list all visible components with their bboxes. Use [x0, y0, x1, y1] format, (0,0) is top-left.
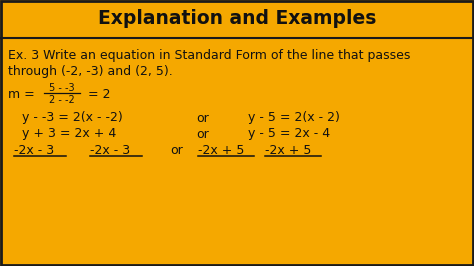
Text: or: or: [196, 127, 209, 140]
Text: through (-2, -3) and (2, 5).: through (-2, -3) and (2, 5).: [8, 65, 173, 78]
Text: y - 5 = 2(x - 2): y - 5 = 2(x - 2): [248, 111, 340, 124]
Text: -2x + 5: -2x + 5: [198, 143, 245, 156]
Text: 2 - -2: 2 - -2: [49, 95, 75, 105]
Text: -2x + 5: -2x + 5: [265, 143, 311, 156]
Text: Ex. 3 Write an equation in Standard Form of the line that passes: Ex. 3 Write an equation in Standard Form…: [8, 49, 410, 63]
Text: y - -3 = 2(x - -2): y - -3 = 2(x - -2): [22, 111, 123, 124]
Text: Explanation and Examples: Explanation and Examples: [98, 10, 376, 28]
Text: m =: m =: [8, 88, 39, 101]
Text: -2x - 3: -2x - 3: [14, 143, 54, 156]
Text: y + 3 = 2x + 4: y + 3 = 2x + 4: [22, 127, 116, 140]
Text: = 2: = 2: [88, 88, 110, 101]
Text: -2x - 3: -2x - 3: [90, 143, 130, 156]
Text: y - 5 = 2x - 4: y - 5 = 2x - 4: [248, 127, 330, 140]
Text: 5 - -3: 5 - -3: [49, 83, 75, 93]
Text: or: or: [196, 111, 209, 124]
Text: or: or: [170, 143, 183, 156]
